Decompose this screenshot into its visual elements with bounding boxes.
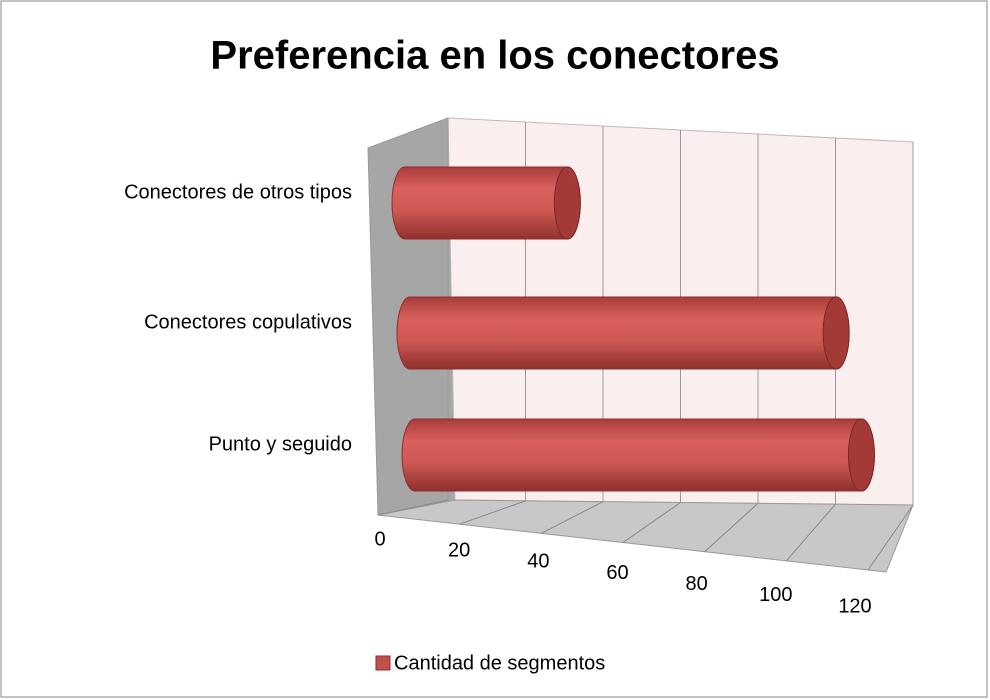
y-tick-label: Punto y seguido: [209, 433, 352, 455]
floor-grid-line: [541, 501, 604, 534]
floor-grid-line: [704, 502, 759, 553]
floor-grid-line: [377, 499, 449, 516]
cylinder-body: [396, 296, 850, 370]
cylinder-cap: [847, 418, 875, 492]
x-tick-label: 40: [527, 551, 549, 573]
cylinder-cap: [822, 296, 850, 370]
bar: [401, 418, 875, 492]
cylinder-body: [391, 166, 581, 240]
x-tick-label: 0: [374, 528, 385, 550]
cylinder-body: [401, 418, 875, 492]
legend-swatch: [375, 655, 391, 671]
bar: [396, 296, 850, 370]
y-tick-label: Conectores copulativos: [144, 311, 352, 333]
floor-grid-line: [867, 504, 914, 571]
floor-grid-line: [785, 503, 836, 562]
x-tick-label: 80: [686, 573, 708, 595]
x-tick-label: 120: [838, 595, 871, 617]
chart-title: Preferencia en los conectores: [210, 34, 779, 78]
bar: [391, 166, 581, 240]
x-tick-label: 20: [448, 539, 470, 561]
x-tick-label: 60: [606, 562, 628, 584]
y-tick-label: Conectores de otros tipos: [124, 181, 352, 203]
floor-grid-line: [459, 500, 526, 525]
cylinder-cap: [553, 166, 581, 240]
floor-grid-line: [622, 502, 681, 543]
legend-label: Cantidad de segmentos: [394, 652, 605, 674]
x-tick-label: 100: [759, 584, 792, 606]
